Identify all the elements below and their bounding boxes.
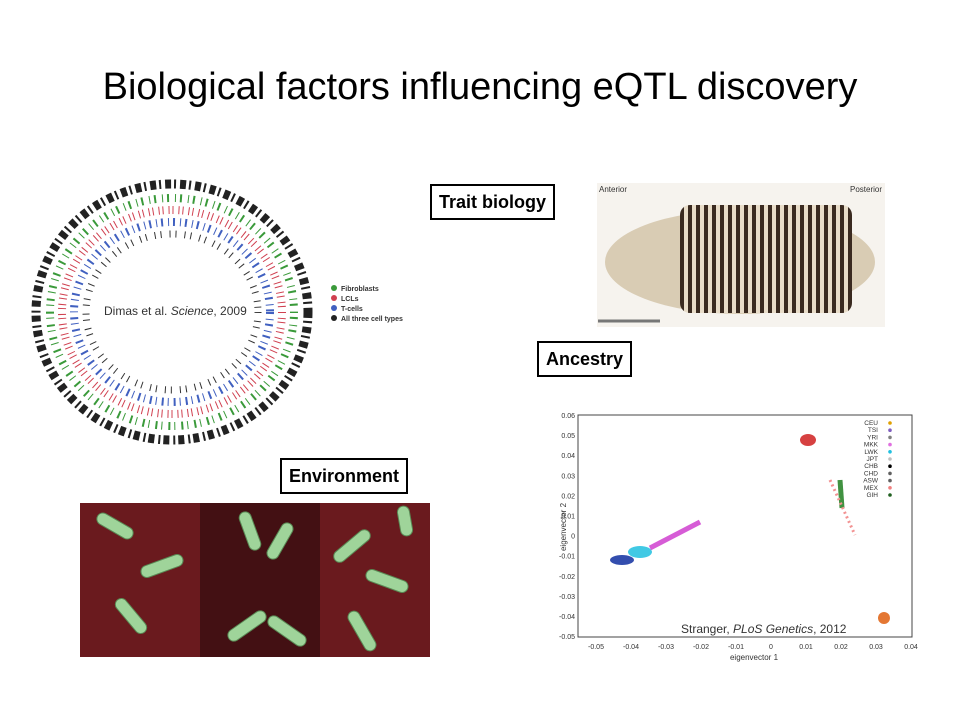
y-tick-label: -0.05 — [559, 634, 575, 641]
y-axis-label: eigenvector 2 — [559, 502, 568, 551]
legend-label: MEX — [864, 485, 879, 492]
legend-marker — [888, 442, 892, 447]
y-tick-label: -0.01 — [559, 554, 575, 561]
circos-legend-label: Fibroblasts — [341, 286, 379, 293]
y-tick-label: 0.06 — [561, 413, 575, 420]
legend-marker — [888, 478, 892, 483]
legend-label: CHB — [864, 463, 878, 470]
label-box: Environment — [280, 458, 409, 494]
legend-marker — [888, 486, 892, 490]
legend-label: CEU — [864, 420, 878, 427]
legend-label: YRI — [867, 434, 878, 441]
pca-scatter-image — [577, 414, 913, 638]
y-tick-label: -0.04 — [559, 614, 575, 621]
circos-plot — [31, 179, 337, 445]
x-tick-label: -0.02 — [693, 644, 709, 651]
legend-marker — [888, 493, 892, 497]
label-box: Ancestry — [537, 341, 633, 377]
y-tick-label: 0.05 — [561, 433, 575, 440]
bacteria-image — [80, 503, 430, 657]
legend-marker — [888, 428, 892, 433]
y-tick-label: -0.03 — [559, 594, 575, 601]
label-box: Trait biology — [430, 184, 556, 220]
x-tick-label: 0.02 — [834, 644, 848, 651]
legend-marker — [888, 450, 892, 454]
citation-journal: PLoS Genetics — [733, 622, 814, 636]
circos-legend-label: T-cells — [341, 306, 363, 313]
x-tick-label: -0.01 — [728, 644, 744, 651]
citation: Dimas et al. Science, 2009 — [104, 304, 247, 318]
y-tick-label: 0.04 — [561, 453, 575, 460]
x-tick-label: 0.03 — [869, 644, 883, 651]
y-tick-label: 0.02 — [561, 493, 575, 500]
embryo-label: Posterior — [850, 185, 882, 194]
x-tick-label: 0 — [769, 644, 773, 651]
circos-legend-label: LCLs — [341, 296, 359, 303]
legend-label: ASW — [863, 478, 879, 485]
legend-marker — [888, 471, 892, 476]
legend-marker — [888, 464, 892, 469]
citation: Stranger, PLoS Genetics, 2012 — [681, 622, 846, 636]
citation-journal: Science — [170, 304, 214, 318]
legend-label: MKK — [864, 442, 879, 449]
x-axis-label: eigenvector 1 — [730, 653, 779, 662]
legend-marker — [888, 457, 892, 461]
embryo-label: Anterior — [599, 185, 627, 194]
y-tick-label: 0.03 — [561, 473, 575, 480]
x-tick-label: -0.04 — [623, 644, 639, 651]
x-tick-label: 0.04 — [904, 644, 918, 651]
y-tick-label: -0.02 — [559, 574, 575, 581]
x-tick-label: -0.05 — [588, 644, 604, 651]
embryo-image: Anterior Posterior — [597, 183, 885, 327]
legend-marker — [888, 435, 892, 440]
legend-label: TSI — [868, 427, 878, 434]
legend-label: JPT — [866, 456, 878, 463]
x-tick-label: -0.03 — [658, 644, 674, 651]
citation-text: Dimas et al. — [104, 304, 171, 318]
circos-legend-label: All three cell types — [341, 316, 403, 323]
citation-text: , 2012 — [813, 622, 847, 636]
legend-marker — [888, 421, 892, 425]
y-tick-label: 0 — [571, 534, 575, 541]
legend-label: LWK — [864, 449, 878, 456]
citation-text: Stranger, — [681, 622, 734, 636]
legend-label: CHD — [864, 470, 878, 477]
legend-label: GIH — [866, 492, 878, 499]
citation-text: , 2009 — [213, 304, 247, 318]
y-tick-label: 0.01 — [561, 514, 575, 521]
slide-title: Biological factors influencing eQTL disc… — [102, 66, 858, 108]
x-tick-label: 0.01 — [799, 644, 813, 651]
